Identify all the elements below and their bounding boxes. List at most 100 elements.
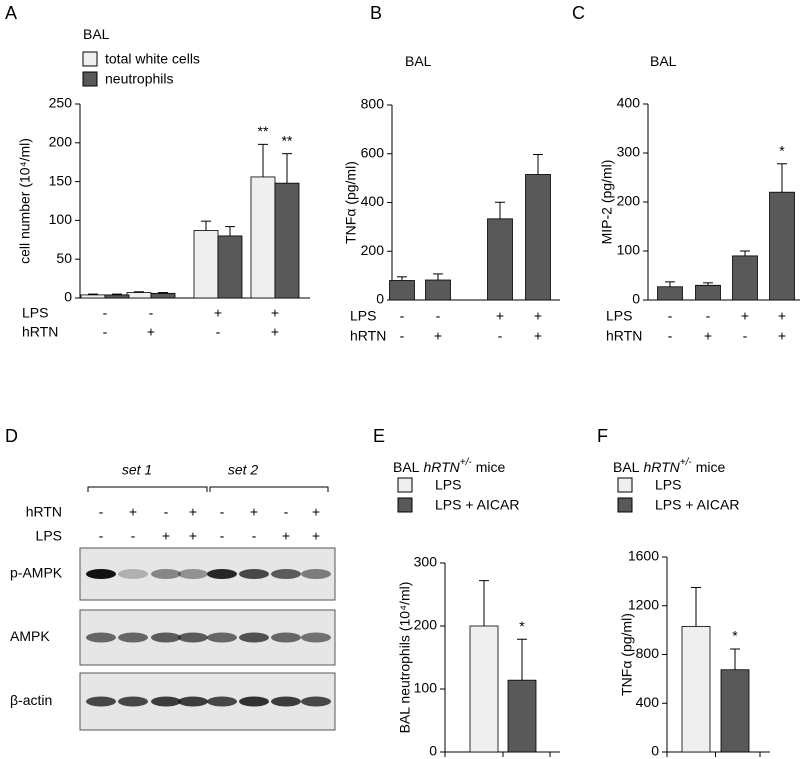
blot-band xyxy=(178,632,208,643)
condition-sign: - xyxy=(706,308,711,324)
row-label: AMPK xyxy=(10,628,50,644)
title-text: BAL xyxy=(613,459,640,475)
condition-sign: + xyxy=(704,328,712,344)
panel-letter: B xyxy=(370,3,382,23)
panel-letter: A xyxy=(5,3,17,23)
condition-label: LPS xyxy=(22,305,48,321)
condition-sign: + xyxy=(189,504,197,520)
y-tick-label: 400 xyxy=(361,193,385,209)
set-bracket xyxy=(209,486,329,492)
blot-band xyxy=(151,569,181,579)
bar xyxy=(732,255,758,301)
bar xyxy=(80,294,106,299)
y-axis-label: TNFα (pg/ml) xyxy=(619,613,635,696)
chart-title: BAL hRTN+/- mice xyxy=(613,457,726,475)
condition-sign: + xyxy=(129,504,137,520)
set-bracket xyxy=(87,486,208,492)
condition-sign: - xyxy=(131,528,136,544)
y-tick-label: 300 xyxy=(617,144,641,160)
condition-sign: + xyxy=(162,528,170,544)
y-tick-label: 100 xyxy=(617,242,641,258)
bar xyxy=(193,230,219,299)
legend-swatch xyxy=(397,477,413,493)
condition-label: LPS xyxy=(350,308,376,324)
condition-sign: + xyxy=(534,328,542,344)
bar xyxy=(425,279,451,301)
condition-sign: + xyxy=(778,328,786,344)
legend-label: LPS xyxy=(435,477,461,493)
condition-label: hRTN xyxy=(26,504,62,520)
row-label: β-actin xyxy=(10,692,52,708)
title-italic: hRTN xyxy=(423,459,460,475)
y-tick-label: 800 xyxy=(636,645,660,661)
y-tick-label: 200 xyxy=(361,242,385,258)
blot-band xyxy=(239,632,269,643)
legend-swatch xyxy=(82,51,98,67)
significance: ** xyxy=(258,123,269,139)
blot-band xyxy=(271,696,301,707)
blot-band xyxy=(207,696,237,707)
title-text: BAL xyxy=(83,26,110,42)
condition-sign: + xyxy=(189,528,197,544)
blot-band xyxy=(178,569,208,579)
condition-sign: - xyxy=(284,504,289,520)
legend-swatch xyxy=(397,497,413,513)
condition-sign: - xyxy=(149,305,154,321)
legend-label: LPS + AICAR xyxy=(655,497,739,513)
legend-swatch xyxy=(617,477,633,493)
significance: * xyxy=(519,618,525,634)
chart-title: BAL xyxy=(650,53,677,69)
y-tick-label: 100 xyxy=(414,680,438,696)
title-italic: hRTN xyxy=(643,459,680,475)
y-tick-label: 400 xyxy=(636,694,660,710)
bar xyxy=(681,626,711,753)
y-axis-label: TNFα (pg/ml) xyxy=(343,161,359,244)
panel-letter: F xyxy=(597,426,608,446)
y-tick-label: 300 xyxy=(414,554,438,570)
significance: * xyxy=(779,142,785,158)
y-tick-label: 150 xyxy=(49,172,73,188)
condition-label: hRTN xyxy=(22,324,58,340)
y-tick-label: 0 xyxy=(632,291,640,307)
y-tick-label: 50 xyxy=(56,250,72,266)
y-tick-label: 1600 xyxy=(628,548,659,564)
blot-band xyxy=(239,569,269,579)
bar xyxy=(104,294,130,299)
blot-band xyxy=(207,569,237,579)
condition-sign: + xyxy=(312,504,320,520)
y-axis-label: BAL neutrophils (10⁴/ml) xyxy=(397,582,413,734)
panel-letter: D xyxy=(5,426,18,446)
bar xyxy=(126,292,152,299)
bar xyxy=(250,176,276,299)
y-axis-label: MIP-2 (pg/ml) xyxy=(599,160,615,245)
chart-title: BAL xyxy=(405,53,432,69)
bar xyxy=(525,174,551,301)
condition-sign: + xyxy=(778,308,786,324)
condition-sign: + xyxy=(534,308,542,324)
condition-label: LPS xyxy=(36,528,62,544)
set-label: set 1 xyxy=(122,462,152,478)
condition-sign: - xyxy=(220,504,225,520)
legend-label: total white cells xyxy=(105,51,200,67)
legend-swatch xyxy=(82,71,98,87)
chart-title: BAL hRTN+/- mice xyxy=(393,457,506,475)
condition-label: hRTN xyxy=(606,328,642,344)
condition-sign: + xyxy=(214,305,222,321)
condition-sign: - xyxy=(400,308,405,324)
bar xyxy=(657,286,683,301)
condition-sign: - xyxy=(498,328,503,344)
title-superscript: +/- xyxy=(680,457,693,468)
condition-sign: - xyxy=(743,328,748,344)
legend-swatch xyxy=(617,497,633,513)
panel-letter: E xyxy=(373,426,385,446)
title-suffix: mice xyxy=(696,459,726,475)
legend-label: LPS + AICAR xyxy=(435,497,519,513)
blot-band xyxy=(207,632,237,643)
condition-sign: - xyxy=(103,305,108,321)
legend-label: neutrophils xyxy=(105,71,174,87)
y-tick-label: 200 xyxy=(49,134,73,150)
condition-sign: + xyxy=(147,324,155,340)
row-label: p-AMPK xyxy=(10,565,63,581)
y-axis-label: cell number (10⁴/ml) xyxy=(17,138,33,264)
chart-title: BAL xyxy=(83,26,110,42)
